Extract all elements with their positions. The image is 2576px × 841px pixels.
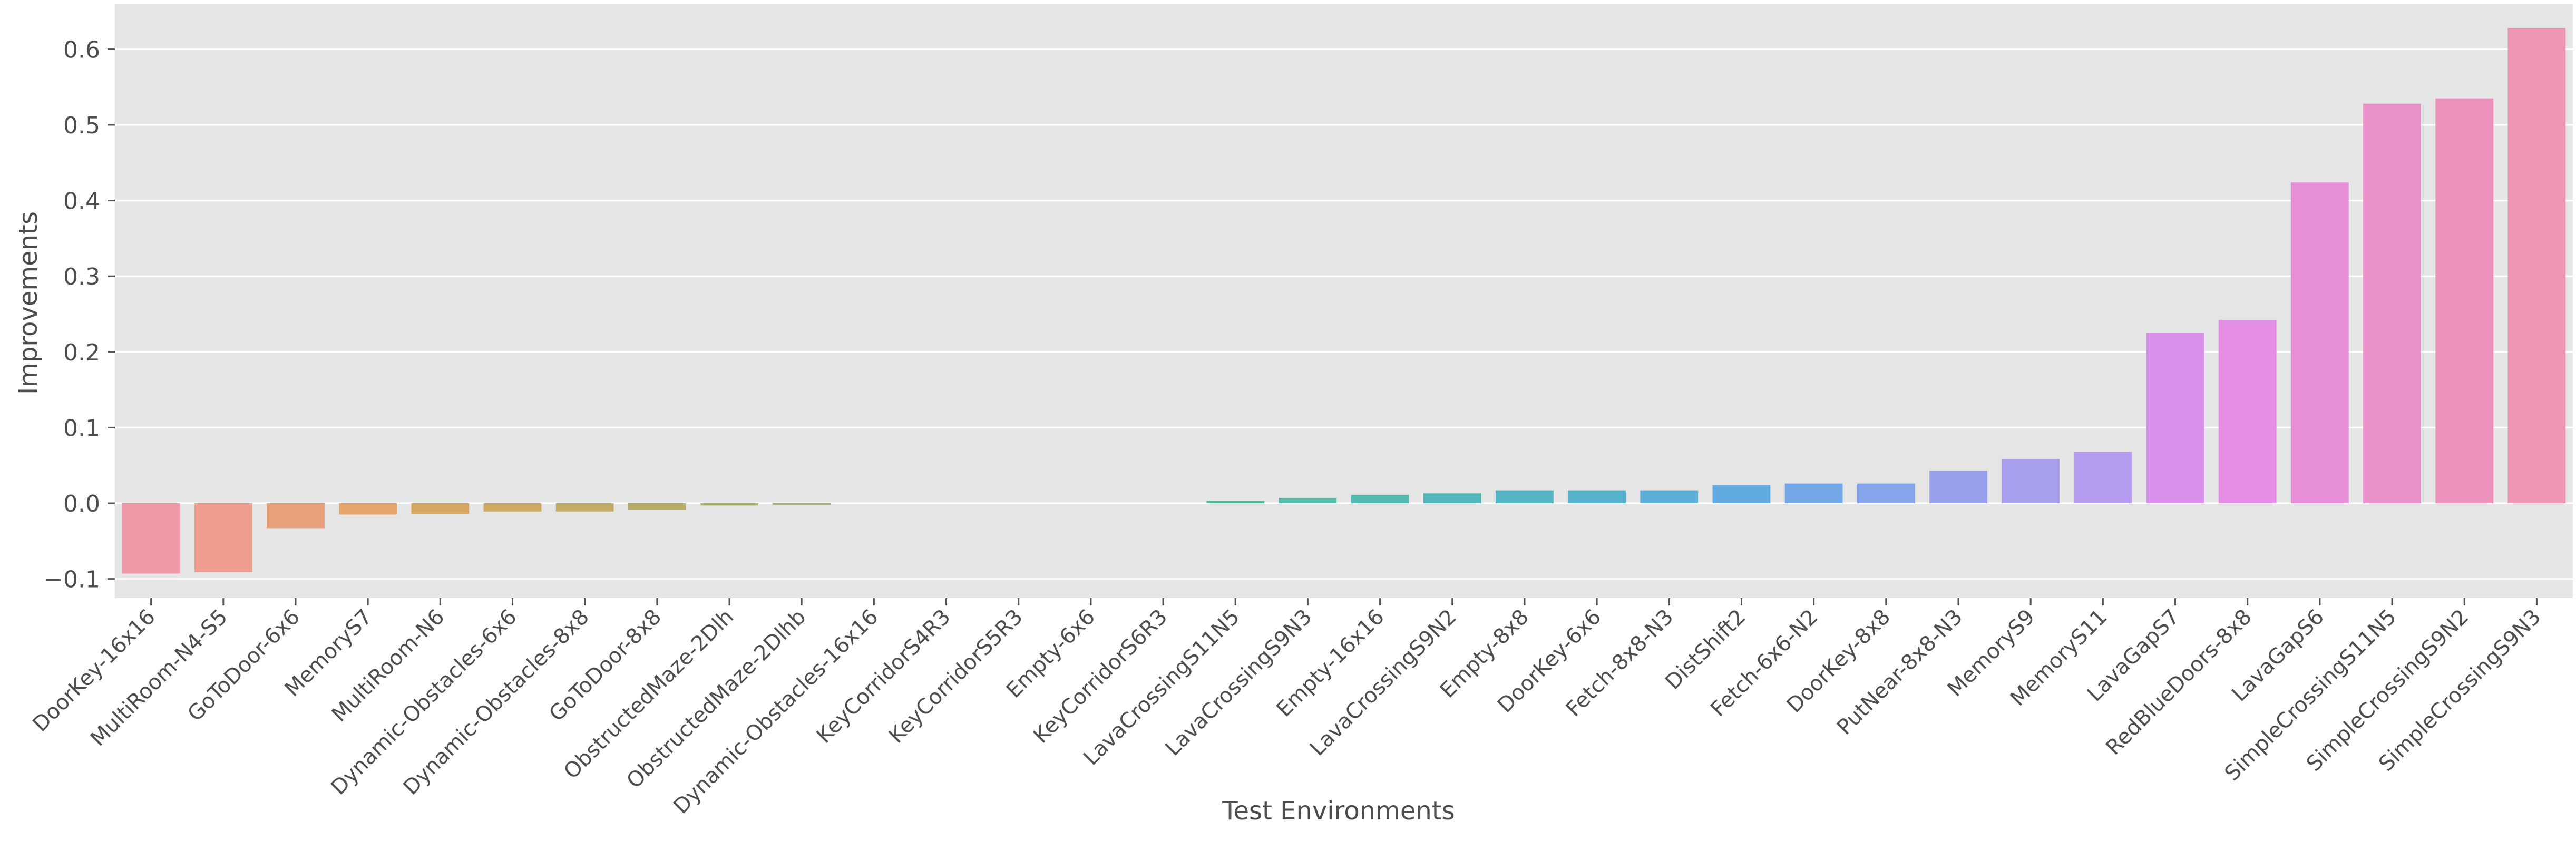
bars <box>122 28 2566 574</box>
bar <box>2002 459 2060 503</box>
bar <box>411 503 470 514</box>
x-tick-label: DoorKey-16x16 <box>28 605 160 737</box>
bar <box>628 503 686 510</box>
bar <box>2507 28 2566 503</box>
bar <box>2363 103 2421 504</box>
bar <box>1279 497 1337 503</box>
y-tick-label: 0.0 <box>63 491 100 517</box>
bar <box>1929 471 1987 503</box>
bar <box>194 503 252 572</box>
y-tick-label: 0.2 <box>63 339 100 366</box>
bar <box>267 503 325 529</box>
bar <box>2074 452 2132 503</box>
bar <box>1784 483 1843 503</box>
bar <box>1640 490 1699 503</box>
bar <box>1857 483 1915 503</box>
bar <box>1206 501 1265 503</box>
x-tick-label: KeyCorridorS6R3 <box>1029 605 1172 748</box>
y-axis-ticks: −0.1 0.0 0.1 0.2 0.3 0.4 0.5 0.6 <box>44 36 115 593</box>
y-tick-label: 0.1 <box>63 415 100 442</box>
bar <box>483 503 542 512</box>
y-tick-label: 0.3 <box>63 263 100 290</box>
y-tick-label: 0.4 <box>63 188 100 215</box>
x-axis-label: Test Environments <box>1222 796 1455 826</box>
bar <box>700 503 758 506</box>
bar <box>1423 493 1481 503</box>
x-tick-label: KeyCorridorS4R3 <box>812 605 955 748</box>
y-tick-label: 0.5 <box>63 112 100 139</box>
y-tick-label: −0.1 <box>44 566 100 593</box>
bar <box>2291 182 2349 503</box>
bar <box>1568 490 1626 503</box>
bar <box>2146 333 2204 503</box>
bar <box>2435 98 2494 504</box>
bar <box>122 503 180 574</box>
x-tick-label: KeyCorridorS5R3 <box>884 605 1028 748</box>
x-tick-label: RedBlueDoors-8x8 <box>2101 605 2257 760</box>
bar <box>555 503 614 512</box>
bar <box>1351 495 1409 503</box>
bar <box>1496 490 1554 503</box>
y-axis-label: Improvements <box>14 211 43 395</box>
bar <box>1712 485 1771 503</box>
x-tick-label: PutNear-8x8-N3 <box>1832 605 1967 740</box>
x-tick-label: MultiRoom-N4-S5 <box>86 605 232 751</box>
bar <box>339 503 397 515</box>
x-axis-ticks: DoorKey-16x16MultiRoom-N4-S5GoToDoor-6x6… <box>28 598 2545 819</box>
y-tick-label: 0.6 <box>63 36 100 63</box>
bar <box>773 503 831 505</box>
bar <box>2218 320 2277 503</box>
